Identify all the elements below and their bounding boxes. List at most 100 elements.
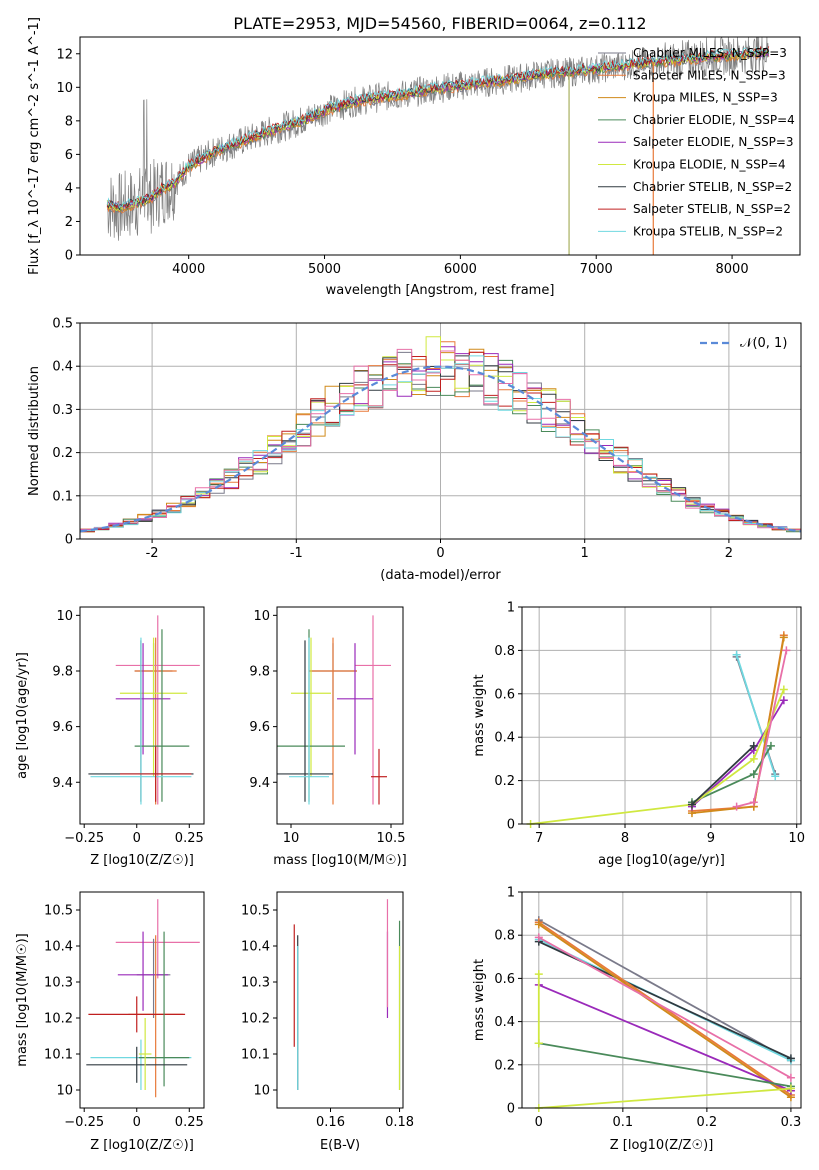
legend-label: Chabrier STELIB, N_SSP=2 — [633, 180, 792, 194]
weight_vs_age-ytick-label: 0 — [507, 818, 515, 833]
residuals-ytick-label: 0.4 — [52, 360, 73, 375]
data-point — [779, 696, 788, 705]
weight_vs_Z-xlabel: Z [log10(Z/Z☉)] — [610, 1138, 714, 1153]
age_vs_mass-ytick-label: 10 — [253, 609, 270, 624]
data-point — [749, 741, 758, 750]
weight_vs_Z-ytick-label: 0.4 — [494, 1015, 515, 1030]
mass_vs_ebv-xtick-label: 0.16 — [316, 1115, 345, 1130]
legend-label: Salpeter ELODIE, N_SSP=3 — [633, 135, 794, 149]
residuals-xtick-label: 0 — [436, 546, 444, 561]
weight_vs_age-ytick-label: 1 — [507, 601, 515, 616]
figure-title: PLATE=2953, MJD=54560, FIBERID=0064, z=0… — [233, 14, 646, 33]
spectrum-data-line — [106, 37, 769, 241]
data-point — [779, 685, 788, 694]
mass_vs_ebv-ytick-label: 10.1 — [241, 1048, 270, 1063]
mass_vs_Z-frame — [79, 891, 205, 1109]
data-point — [534, 970, 543, 979]
mass_vs_Z-ytick-label: 10.2 — [44, 1012, 73, 1027]
mass_vs_ebv-ytick-label: 10.3 — [241, 976, 270, 991]
age_vs_Z-xtick-label: 0.25 — [175, 831, 204, 846]
age_vs_Z-ytick-label: 9.6 — [52, 720, 73, 735]
hist-step-line — [80, 336, 801, 533]
mass_vs_ebv-ytick-label: 10 — [253, 1084, 270, 1099]
weight_vs_age-xlabel: age [log10(age/yr)] — [598, 853, 725, 868]
mass_vs_ebv-frame — [276, 891, 404, 1109]
data-point — [687, 800, 696, 809]
series-line — [538, 1042, 792, 1088]
data-point — [534, 1039, 543, 1048]
mass_vs_ebv-xlabel: E(B-V) — [320, 1138, 360, 1153]
hist-step-line — [80, 351, 801, 533]
weight_vs_age-xtick-label: 9 — [707, 831, 715, 846]
data-point — [749, 798, 758, 807]
legend-label: Kroupa STELIB, N_SSP=2 — [633, 224, 783, 238]
spectrum-ytick-label: 0 — [65, 249, 73, 264]
weight_vs_age-frame — [521, 606, 802, 825]
data-point — [534, 933, 543, 942]
mass_vs_ebv-xtick-label: 0.18 — [385, 1115, 414, 1130]
spectrum-xtick-label: 6000 — [444, 262, 477, 277]
age_vs_Z-ylabel: age [log10(age/yr)] — [15, 652, 30, 779]
mass_vs_Z-xtick-label: 0 — [133, 1115, 141, 1130]
weight_vs_Z-ytick-label: 1 — [507, 886, 515, 901]
legend-label: Chabrier MILES, N_SSP=3 — [633, 46, 787, 60]
weight_vs_Z-ytick-label: 0.2 — [494, 1058, 515, 1073]
residuals-ytick-label: 0.2 — [52, 446, 73, 461]
weight_vs_Z-xtick-label: 0.1 — [612, 1115, 633, 1130]
spectrum-ytick-label: 6 — [65, 148, 73, 163]
age_vs_mass-xtick-label: 10.5 — [377, 831, 406, 846]
weight_vs_Z-frame — [521, 891, 802, 1109]
weight_vs_Z-ylabel: mass weight — [472, 959, 487, 1041]
series-line — [735, 654, 777, 777]
data-point — [786, 1084, 795, 1093]
residuals-xtick-label: 1 — [581, 546, 589, 561]
series-line — [736, 650, 788, 808]
residuals-ytick-label: 0 — [65, 533, 73, 548]
mass_vs_Z-ylabel: mass [log10(M/M☉)] — [15, 933, 30, 1066]
age_vs_Z-ytick-label: 9.4 — [52, 776, 73, 791]
spectrum-xtick-label: 5000 — [308, 262, 341, 277]
series-line — [538, 1087, 791, 1108]
age_vs_Z-ytick-label: 10 — [56, 609, 73, 624]
data-point — [771, 772, 780, 781]
weight_vs_age-ytick-label: 0.6 — [494, 687, 515, 702]
mass_vs_ebv-ytick-label: 10.4 — [241, 940, 270, 955]
weight_vs_Z-xtick-label: 0 — [535, 1115, 543, 1130]
mass_vs_Z-ytick-label: 10.4 — [44, 940, 73, 955]
age_vs_mass-ytick-label: 9.8 — [249, 664, 270, 679]
residuals-ylabel: Normed distribution — [27, 366, 42, 496]
weight_vs_age-xtick-label: 10 — [788, 831, 805, 846]
age_vs_mass-ytick-label: 9.4 — [249, 776, 270, 791]
age_vs_Z-frame — [79, 606, 205, 825]
residuals-ytick-label: 0.3 — [52, 403, 73, 418]
data-point — [779, 633, 788, 642]
series-line — [538, 923, 792, 1098]
spectrum-xtick-label: 4000 — [172, 262, 205, 277]
spectrum-xtick-label: 7000 — [580, 262, 613, 277]
legend-label: Kroupa ELODIE, N_SSP=4 — [633, 158, 786, 172]
data-point — [766, 741, 775, 750]
gaussian-curve — [80, 365, 801, 533]
data-point — [534, 920, 543, 929]
data-point — [732, 802, 741, 811]
spectrum-frame — [79, 36, 801, 256]
data-point — [786, 1073, 795, 1082]
data-point — [749, 770, 758, 779]
spectrum-model-line — [106, 47, 770, 209]
series-line — [538, 919, 792, 1062]
residuals-xtick-label: -1 — [290, 546, 303, 561]
spectrum-xlabel: wavelength [Angstrom, rest frame] — [326, 283, 555, 298]
data-point — [786, 1054, 795, 1063]
data-point — [782, 646, 791, 655]
mass_vs_ebv-ytick-label: 10.5 — [241, 904, 270, 919]
legend-label: Chabrier ELODIE, N_SSP=4 — [633, 113, 795, 127]
residuals-xtick-label: -2 — [146, 546, 159, 561]
mass_vs_Z-xlabel: Z [log10(Z/Z☉)] — [90, 1138, 194, 1153]
weight_vs_Z-ytick-label: 0.8 — [494, 929, 515, 944]
weight_vs_Z-xtick-label: 0.2 — [697, 1115, 718, 1130]
residuals-ytick-label: 0.5 — [52, 317, 73, 332]
weight_vs_Z-xtick-label: 0.3 — [781, 1115, 802, 1130]
age_vs_mass-xlabel: mass [log10(M/M☉)] — [273, 853, 406, 868]
mass_vs_Z-ytick-label: 10.3 — [44, 976, 73, 991]
